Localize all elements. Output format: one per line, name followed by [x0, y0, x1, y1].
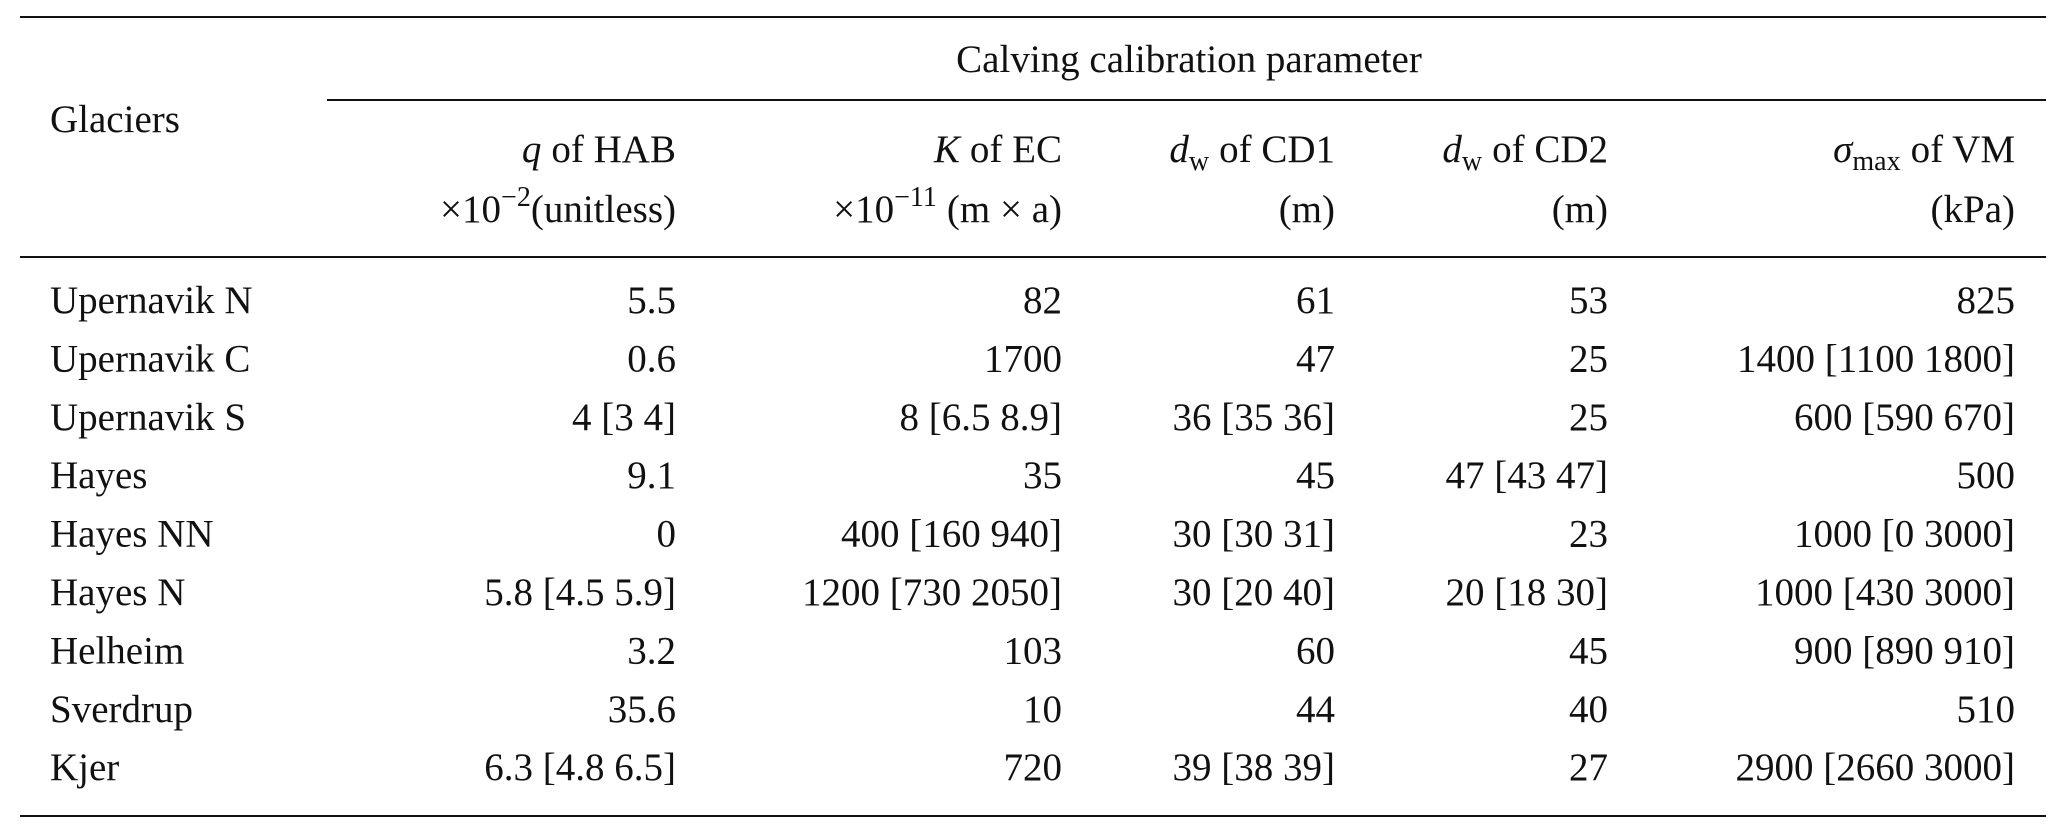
- header-name: of CD2: [1492, 128, 1608, 171]
- group-header: Calving calibration parameter: [956, 38, 1422, 81]
- column-unit: (m): [1552, 188, 1608, 231]
- cell: 6.3 [4.8 6.5]: [484, 746, 676, 789]
- unit: (m × a): [947, 188, 1062, 231]
- cell: 400 [160 940]: [841, 513, 1062, 556]
- symbol: σ: [1833, 128, 1854, 171]
- unit-prefix: ×10: [833, 188, 894, 231]
- cell: 27: [1569, 746, 1608, 789]
- cell: 20 [18 30]: [1446, 571, 1608, 614]
- cell: 9.1: [627, 454, 676, 497]
- cell: 45: [1569, 629, 1608, 672]
- cell: 600 [590 670]: [1794, 396, 2015, 439]
- cell: 61: [1296, 279, 1335, 322]
- column-unit: ×10−11 (m × a): [833, 182, 1062, 231]
- cell: 5.5: [627, 279, 676, 322]
- symbol: q: [522, 128, 542, 171]
- subscript: w: [1462, 146, 1483, 177]
- cell: 25: [1569, 396, 1608, 439]
- glacier-name: Upernavik S: [50, 396, 246, 439]
- symbol: d: [1442, 128, 1462, 171]
- cell: 825: [1957, 279, 2016, 322]
- unit: (unitless): [531, 188, 676, 231]
- cell: 60: [1296, 629, 1335, 672]
- cell: 35.6: [608, 688, 676, 731]
- column-header: dw of CD2: [1442, 128, 1608, 177]
- cell: 510: [1957, 688, 2016, 731]
- glacier-name: Helheim: [50, 629, 184, 672]
- column-header: q of HAB: [522, 128, 676, 171]
- subscript: max: [1852, 146, 1900, 177]
- cell: 35: [1023, 454, 1062, 497]
- cell: 8 [6.5 8.9]: [900, 396, 1062, 439]
- cell: 900 [890 910]: [1794, 629, 2015, 672]
- glacier-name: Upernavik C: [50, 337, 250, 380]
- cell: 1000 [0 3000]: [1794, 513, 2015, 556]
- cell: 3.2: [627, 629, 676, 672]
- cell: 25: [1569, 337, 1608, 380]
- cell: 30 [30 31]: [1173, 513, 1335, 556]
- subscript: w: [1189, 146, 1210, 177]
- table-body: Upernavik N 5.5 82 61 53 825 Upernavik C 0.6 170…: [50, 279, 2015, 789]
- glacier-name: Sverdrup: [50, 688, 193, 731]
- cell: 0: [657, 513, 677, 556]
- cell: 82: [1023, 279, 1062, 322]
- unit: (m): [1279, 188, 1335, 231]
- header-name: of HAB: [551, 128, 676, 171]
- cell: 0.6: [627, 337, 676, 380]
- glacier-name: Hayes: [50, 454, 147, 497]
- cell: 39 [38 39]: [1173, 746, 1335, 789]
- cell: 47 [43 47]: [1446, 454, 1608, 497]
- unit: (kPa): [1931, 188, 2015, 231]
- unit-prefix: ×10: [440, 188, 501, 231]
- cell: 103: [1004, 629, 1063, 672]
- header-name: of VM: [1911, 128, 2015, 171]
- cell: 30 [20 40]: [1173, 571, 1335, 614]
- cell: 44: [1296, 688, 1335, 731]
- cell: 36 [35 36]: [1173, 396, 1335, 439]
- glacier-name: Upernavik N: [50, 279, 253, 322]
- cell: 47: [1296, 337, 1335, 380]
- cell: 23: [1569, 513, 1608, 556]
- cell: 500: [1957, 454, 2016, 497]
- unit: (m): [1552, 188, 1608, 231]
- exponent: −2: [501, 182, 531, 213]
- cell: 2900 [2660 3000]: [1736, 746, 2015, 789]
- cell: 720: [1004, 746, 1063, 789]
- row-header: Glaciers: [50, 98, 180, 141]
- column-unit: (m): [1279, 188, 1335, 231]
- column-unit: (kPa): [1931, 188, 2015, 231]
- column-header: dw of CD1: [1169, 128, 1335, 177]
- column-unit: ×10−2(unitless): [440, 182, 676, 231]
- cell: 40: [1569, 688, 1608, 731]
- glacier-name: Hayes NN: [50, 513, 214, 556]
- cell: 5.8 [4.5 5.9]: [484, 571, 676, 614]
- cell: 1700: [984, 337, 1062, 380]
- cell: 1200 [730 2050]: [802, 571, 1062, 614]
- column-header: σmax of VM: [1833, 128, 2015, 177]
- header-name: of CD1: [1219, 128, 1335, 171]
- cell: 1000 [430 3000]: [1755, 571, 2015, 614]
- symbol: d: [1169, 128, 1189, 171]
- cell: 1400 [1100 1800]: [1737, 337, 2015, 380]
- cell: 45: [1296, 454, 1335, 497]
- exponent: −11: [894, 182, 937, 213]
- cell: 4 [3 4]: [572, 396, 676, 439]
- symbol: K: [933, 128, 962, 171]
- cell: 10: [1023, 688, 1062, 731]
- cell: 53: [1569, 279, 1608, 322]
- glacier-name: Kjer: [50, 746, 119, 789]
- column-headers: q of HAB×10−2(unitless)K of EC×10−11 (m × a…: [440, 128, 2015, 231]
- glacier-name: Hayes N: [50, 571, 185, 614]
- header-name: of EC: [970, 128, 1062, 171]
